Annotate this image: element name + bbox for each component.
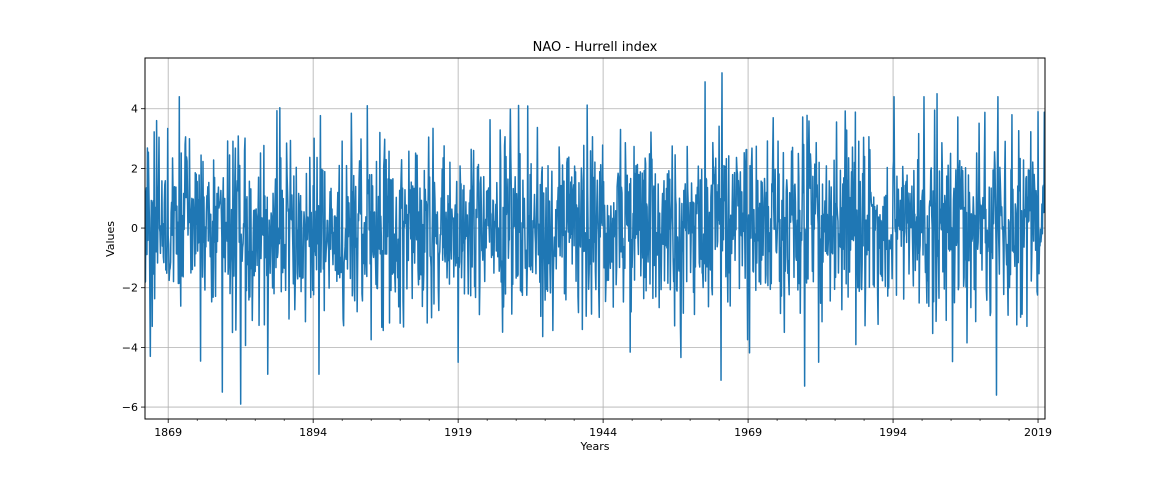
y-tick-label: −2 <box>122 282 138 295</box>
x-tick-label: 1919 <box>444 426 472 439</box>
x-tick-label: 1994 <box>879 426 907 439</box>
x-axis: 1869 1894 1919 1944 1969 1994 2019 <box>154 419 1052 439</box>
series-group <box>145 72 1045 405</box>
y-tick-label: −4 <box>122 341 138 354</box>
y-tick-label: 2 <box>131 162 138 175</box>
x-tick-label: 1944 <box>589 426 617 439</box>
x-tick-label: 1869 <box>154 426 182 439</box>
x-tick-label: 1969 <box>734 426 762 439</box>
chart-title: NAO - Hurrell index <box>533 40 658 55</box>
x-tick-label: 1894 <box>299 426 327 439</box>
series-line <box>145 72 1045 405</box>
y-axis-title: Values <box>104 221 117 257</box>
x-tick-label: 2019 <box>1024 426 1052 439</box>
x-axis-title: Years <box>579 440 609 453</box>
plot-frame <box>144 57 1046 420</box>
y-tick-label: 4 <box>131 103 138 116</box>
y-axis: 4 2 0 −2 −4 −6 <box>122 103 145 414</box>
y-tick-label: −6 <box>122 401 138 414</box>
y-tick-label: 0 <box>131 222 138 235</box>
